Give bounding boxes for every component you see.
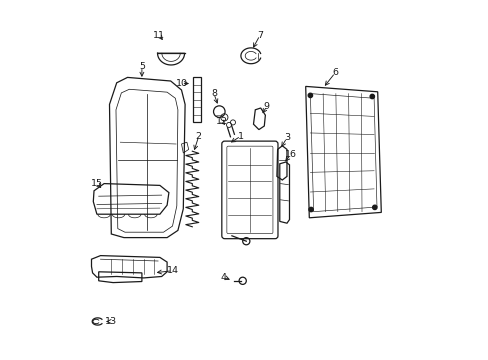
- Text: 12: 12: [215, 117, 227, 126]
- Text: 3: 3: [284, 133, 289, 142]
- Text: 14: 14: [166, 266, 178, 275]
- Text: 10: 10: [175, 79, 187, 88]
- Text: 2: 2: [195, 132, 202, 140]
- Text: 16: 16: [284, 150, 296, 159]
- Circle shape: [307, 93, 312, 98]
- Text: 1: 1: [238, 132, 244, 140]
- Text: 7: 7: [257, 31, 263, 40]
- Text: 6: 6: [331, 68, 338, 77]
- Text: 4: 4: [221, 273, 226, 282]
- Text: 9: 9: [264, 102, 269, 111]
- Circle shape: [372, 205, 376, 210]
- Circle shape: [369, 94, 374, 99]
- Bar: [192, 77, 200, 122]
- Text: 8: 8: [210, 89, 217, 98]
- Text: 13: 13: [104, 317, 117, 326]
- Text: 11: 11: [153, 31, 165, 40]
- Text: 5: 5: [139, 62, 144, 71]
- Text: 15: 15: [91, 179, 102, 188]
- Circle shape: [308, 207, 313, 212]
